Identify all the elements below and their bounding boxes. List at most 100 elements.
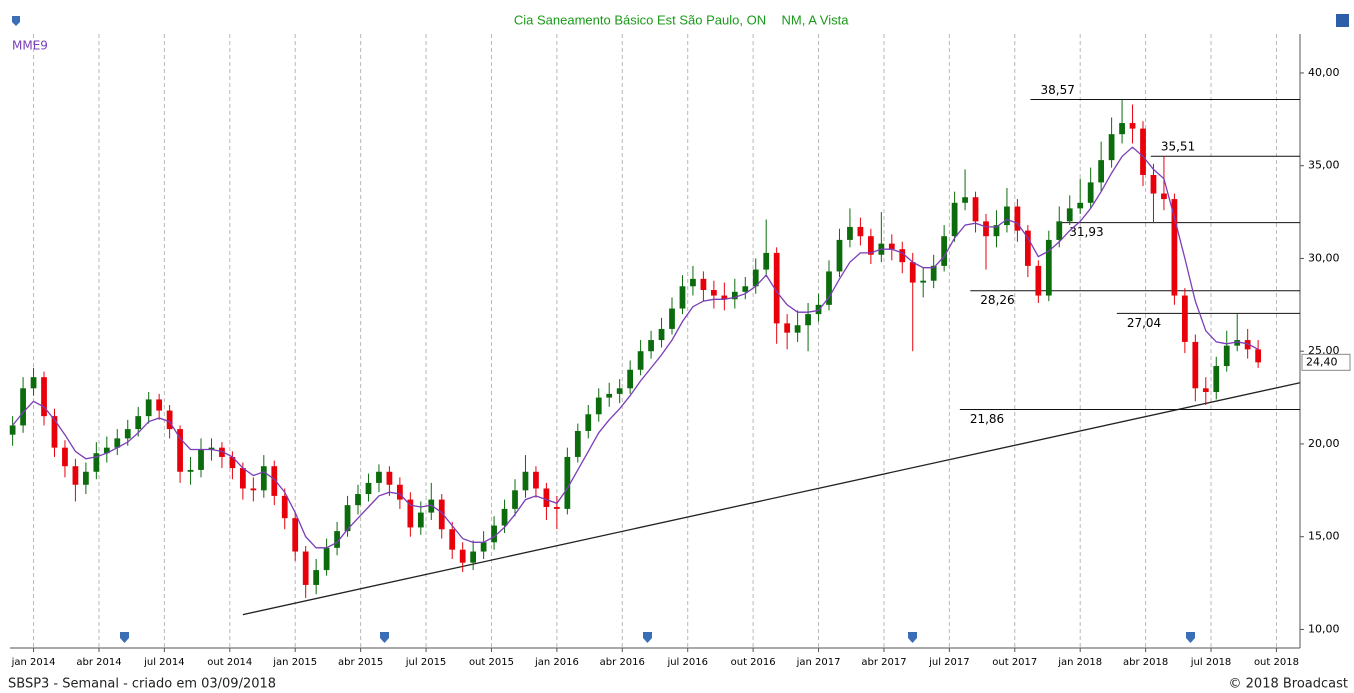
candle-body [103, 447, 110, 454]
x-tick-label: jan 2015 [272, 657, 317, 668]
candle-body [365, 482, 372, 495]
x-tick-label: out 2016 [731, 657, 776, 668]
event-flag[interactable] [643, 632, 652, 643]
candle-body [731, 291, 738, 300]
candle-body [459, 549, 466, 563]
candle-body [302, 551, 309, 585]
settings-icon[interactable] [1336, 14, 1349, 27]
footer-left: SBSP3 - Semanal - criado em 03/09/2018 [8, 677, 276, 692]
candle-body [805, 314, 811, 326]
event-flag[interactable] [1186, 632, 1195, 643]
candle-body [564, 456, 571, 509]
y-tick-label: 40,00 [1308, 66, 1340, 79]
candle-body [114, 438, 121, 448]
event-flag[interactable] [380, 632, 389, 643]
x-tick-label: jul 2015 [405, 657, 447, 668]
shield-icon [12, 16, 20, 26]
candle-body [1108, 134, 1115, 161]
candle-body [1119, 123, 1125, 135]
candle-body [9, 425, 16, 435]
candle-body [637, 351, 644, 370]
x-tick-label: out 2015 [469, 657, 514, 668]
event-flag[interactable] [908, 632, 917, 643]
x-tick-label: jul 2016 [666, 657, 708, 668]
candle-body [606, 393, 613, 398]
candle-body [1202, 388, 1209, 393]
candle-body [1213, 366, 1220, 393]
candle-body [857, 226, 864, 237]
candle-body [1087, 182, 1094, 203]
y-tick-label: 35,00 [1308, 159, 1340, 172]
candle-body [344, 505, 351, 532]
candle-body [993, 225, 1000, 237]
candle-body [690, 278, 696, 287]
candle-body [51, 416, 58, 448]
candle-body [1014, 206, 1021, 231]
candle-body [742, 286, 749, 292]
chart-subtitle: NM, A Vista [782, 12, 850, 27]
candle-body [1244, 340, 1251, 350]
chart-title: Cia Saneamento Básico Est São Paulo, ON [514, 12, 766, 27]
indicator-legend: MME9 [12, 39, 48, 53]
candle-body [888, 243, 895, 250]
candle-body [700, 278, 707, 290]
candle-body [899, 249, 906, 263]
candle-body [533, 471, 539, 489]
candle-body [658, 328, 665, 341]
candle-body [240, 468, 246, 489]
candle-body [627, 369, 634, 389]
footer-right: © 2018 Broadcast [1229, 677, 1348, 692]
candle-body [784, 323, 791, 333]
candle-body [972, 197, 979, 222]
candle-body [156, 399, 163, 411]
candle-body [1077, 202, 1084, 209]
candle-body [470, 551, 477, 563]
x-tick-label: jul 2014 [143, 657, 185, 668]
level-label: 38,57 [1040, 83, 1074, 97]
candle-body [20, 388, 26, 426]
candle-body [281, 495, 288, 519]
candle-body [449, 529, 456, 550]
candle-body [983, 221, 989, 237]
candle-body [574, 430, 581, 457]
candle-body [721, 295, 728, 300]
candle-body [679, 286, 686, 309]
candle-body [951, 202, 958, 237]
candle-body [41, 377, 47, 417]
candle-body [648, 340, 654, 352]
candle-body [397, 484, 403, 500]
candle-body [480, 542, 487, 552]
level-label: 31,93 [1069, 225, 1103, 239]
y-tick-label: 10,00 [1308, 622, 1340, 635]
candle-body [1161, 193, 1167, 200]
x-tick-label: jan 2017 [796, 657, 841, 668]
candle-body [1150, 174, 1157, 194]
candle-body [334, 531, 340, 548]
event-flag[interactable] [120, 632, 129, 643]
candle-body [72, 466, 79, 485]
y-tick-label: 20,00 [1308, 437, 1340, 450]
event-flags [120, 632, 1195, 643]
candle-body [83, 471, 89, 485]
candle-body [135, 416, 142, 430]
candle-body [386, 471, 393, 485]
candle-body [219, 447, 225, 457]
candle-body [30, 377, 37, 389]
candle-body [407, 499, 414, 528]
candle-body [355, 494, 361, 506]
candle-body [553, 507, 560, 509]
candle-body [271, 466, 278, 496]
candle-body [1192, 341, 1199, 389]
candle-body [1181, 295, 1188, 342]
candle-body [93, 453, 100, 472]
candle-body [616, 388, 623, 394]
trendline [242, 382, 1301, 616]
candle-body [847, 226, 853, 240]
candle-body [1035, 265, 1042, 296]
y-tick-label: 30,00 [1308, 251, 1340, 264]
candle-body [826, 271, 832, 305]
level-label: 21,86 [970, 412, 1004, 426]
x-tick-label: abr 2015 [338, 657, 383, 668]
